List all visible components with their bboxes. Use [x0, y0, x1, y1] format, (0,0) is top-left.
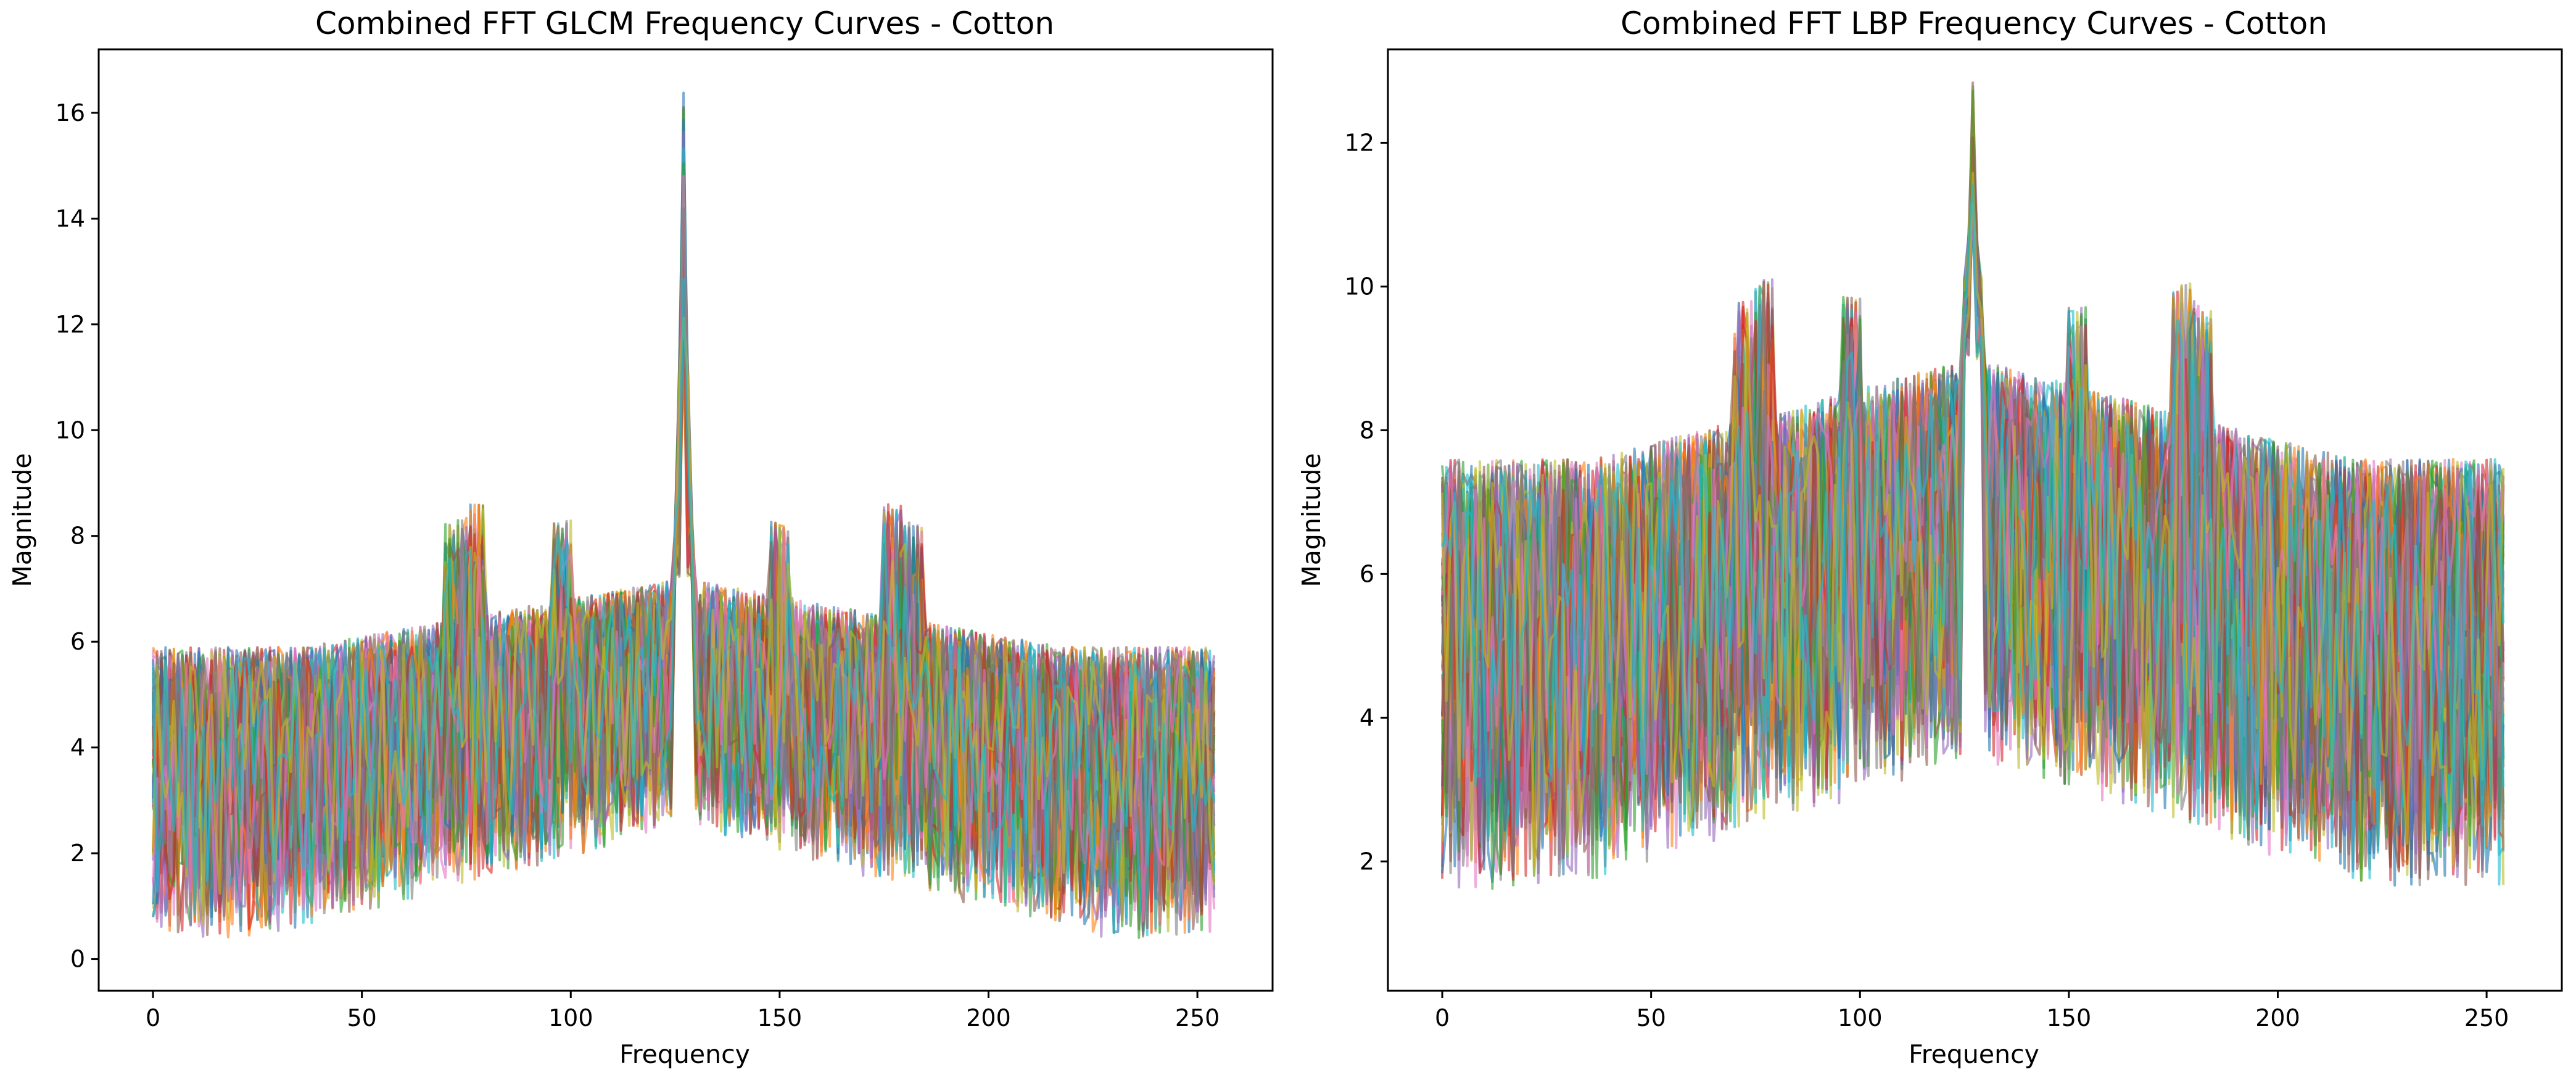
ticks-layer: 0 50 100 150 200 250 2 4 6 8 10 12	[1345, 129, 2509, 1031]
x-tick-label: 150	[758, 1004, 803, 1031]
y-tick-label: 0	[70, 946, 85, 973]
y-axis-label: Magnitude	[7, 453, 37, 587]
y-tick-label: 10	[56, 416, 85, 444]
series-line	[152, 278, 1216, 916]
y-tick-label: 16	[56, 99, 85, 126]
y-axis-label: Magnitude	[1297, 453, 1326, 587]
y-tick-label: 12	[56, 311, 85, 338]
x-tick-label: 0	[146, 1004, 160, 1031]
y-tick-label: 4	[1360, 704, 1374, 731]
y-tick-label: 2	[70, 840, 85, 867]
y-tick-label: 4	[70, 734, 85, 761]
y-tick-label: 14	[56, 205, 85, 232]
chart-glcm: Combined FFT GLCM Frequency Curves - Cot…	[7, 6, 1274, 1069]
plot-frame	[1387, 48, 2563, 992]
chart-lbp: Combined FFT LBP Frequency Curves - Cott…	[1297, 6, 2563, 1069]
y-tick-label: 2	[1360, 848, 1374, 875]
x-tick-label: 100	[1838, 1004, 1883, 1031]
x-tick-label: 150	[2047, 1004, 2092, 1031]
y-tick-label: 12	[1345, 129, 1374, 156]
y-tick-label: 8	[1360, 416, 1374, 444]
series-line	[1441, 184, 2505, 854]
x-tick-label: 200	[966, 1004, 1011, 1031]
x-tick-label: 50	[1636, 1004, 1666, 1031]
series-layer	[152, 91, 1216, 939]
x-tick-label: 250	[1175, 1004, 1220, 1031]
x-tick-label: 200	[2255, 1004, 2300, 1031]
series-layer	[1441, 81, 2505, 890]
x-axis-label: Frequency	[619, 1040, 750, 1069]
x-axis-label: Frequency	[1909, 1040, 2039, 1069]
x-tick-label: 250	[2464, 1004, 2509, 1031]
x-tick-label: 50	[347, 1004, 376, 1031]
y-tick-label: 6	[1360, 560, 1374, 587]
plot-frame	[97, 48, 1274, 992]
chart-title: Combined FFT GLCM Frequency Curves - Cot…	[315, 6, 1054, 41]
y-tick-label: 8	[70, 523, 85, 550]
x-tick-label: 100	[548, 1004, 593, 1031]
y-tick-label: 6	[70, 628, 85, 655]
chart-title: Combined FFT LBP Frequency Curves - Cott…	[1620, 6, 2327, 41]
ticks-layer: 0 50 100 150 200 250 0 2 4 6 8 10 12 14 16	[56, 99, 1220, 1031]
x-tick-label: 0	[1435, 1004, 1450, 1031]
y-tick-label: 10	[1345, 273, 1374, 300]
